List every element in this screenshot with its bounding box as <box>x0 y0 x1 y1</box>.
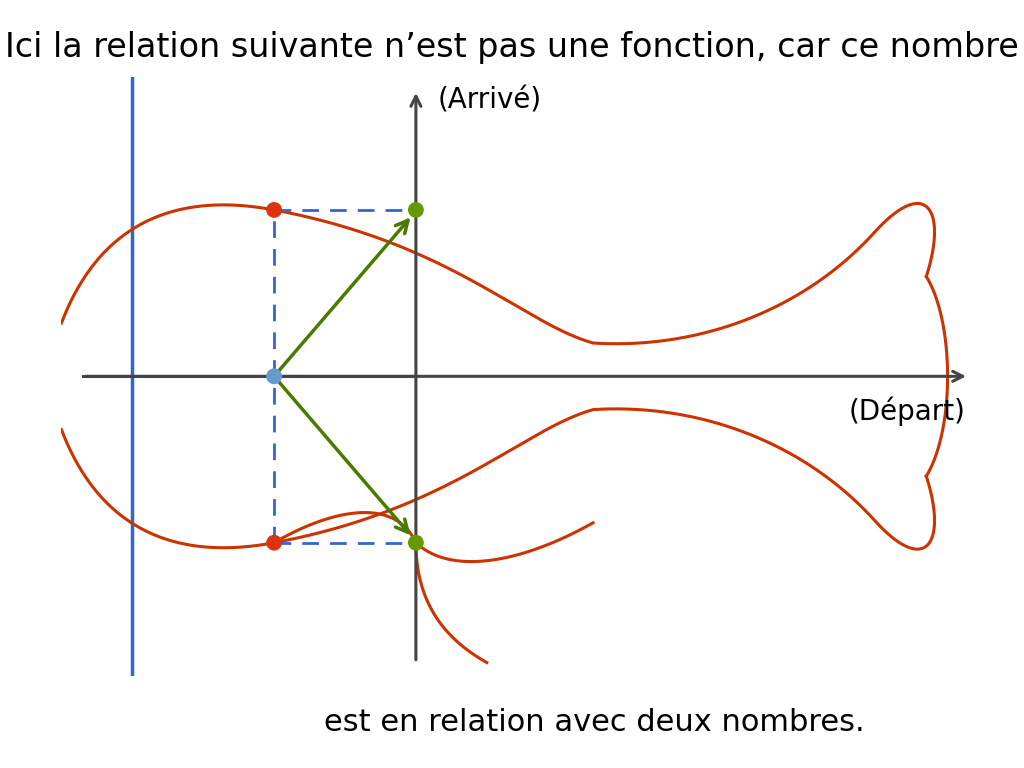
Point <box>266 204 283 216</box>
Text: est en relation avec deux nombres.: est en relation avec deux nombres. <box>324 708 864 737</box>
Text: (Arrivé): (Arrivé) <box>437 87 542 114</box>
Point <box>408 537 424 549</box>
Text: Ici la relation suivante n’est pas une fonction, car ce nombre: Ici la relation suivante n’est pas une f… <box>5 31 1019 64</box>
Point <box>266 537 283 549</box>
Point <box>266 370 283 382</box>
Text: (Départ): (Départ) <box>849 396 966 425</box>
Point <box>408 204 424 216</box>
